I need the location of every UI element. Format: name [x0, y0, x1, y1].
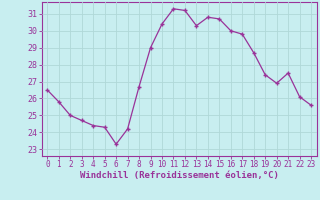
X-axis label: Windchill (Refroidissement éolien,°C): Windchill (Refroidissement éolien,°C): [80, 171, 279, 180]
